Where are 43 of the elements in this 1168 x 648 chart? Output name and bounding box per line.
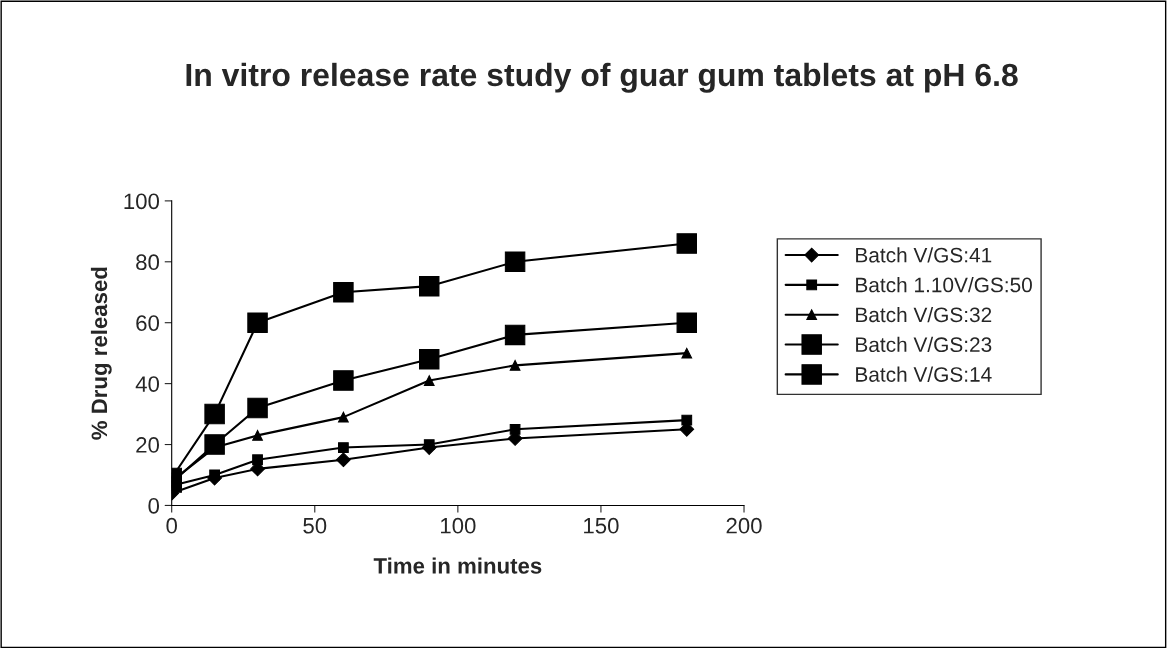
- point: [247, 397, 268, 419]
- point: [509, 423, 521, 435]
- x-tick-label: 100: [441, 517, 476, 534]
- point: [509, 359, 521, 371]
- y-tick-label: 40: [135, 376, 160, 392]
- point: [504, 324, 526, 346]
- legend-label: Batch V/GS:41: [856, 247, 992, 263]
- point: [252, 454, 263, 466]
- x-tick-label: 50: [303, 517, 327, 534]
- point: [333, 282, 354, 303]
- point: [423, 375, 435, 386]
- point: [204, 403, 225, 425]
- point: [252, 430, 263, 441]
- legend-label: Batch V/GS:14: [856, 366, 992, 382]
- point: [333, 370, 354, 391]
- point: [336, 452, 351, 468]
- y-tick-label: 100: [124, 193, 160, 210]
- point: [209, 469, 220, 481]
- point: [204, 434, 225, 455]
- point: [338, 442, 349, 453]
- point: [423, 439, 435, 450]
- x-axis-title: Time in minutes: [373, 557, 542, 574]
- legend-label: Batch V/GS:32: [856, 306, 992, 323]
- y-axis-title: % Drug released: [90, 267, 112, 440]
- y-tick-label: 60: [136, 315, 160, 331]
- point: [681, 347, 693, 359]
- y-tick-label: 0: [148, 497, 160, 514]
- point: [419, 349, 440, 370]
- x-tick-label: 0: [166, 517, 178, 534]
- x-tick-label: 200: [726, 517, 762, 534]
- y-tick-label: 80: [136, 254, 160, 271]
- point: [504, 251, 526, 273]
- point: [419, 275, 440, 297]
- legend-label: Batch 1.10V/GS:50: [856, 277, 1032, 293]
- point: [247, 312, 268, 333]
- point: [676, 233, 698, 254]
- point: [338, 411, 349, 423]
- point: [681, 414, 693, 426]
- point: [676, 312, 698, 333]
- chart-title: In vitro release rate study of guar gum tablets at pH 6.8: [186, 62, 1018, 93]
- y-tick-label: 20: [136, 437, 160, 453]
- legend-label: Batch V/GS:23: [856, 336, 992, 353]
- x-tick-label: 150: [584, 517, 619, 534]
